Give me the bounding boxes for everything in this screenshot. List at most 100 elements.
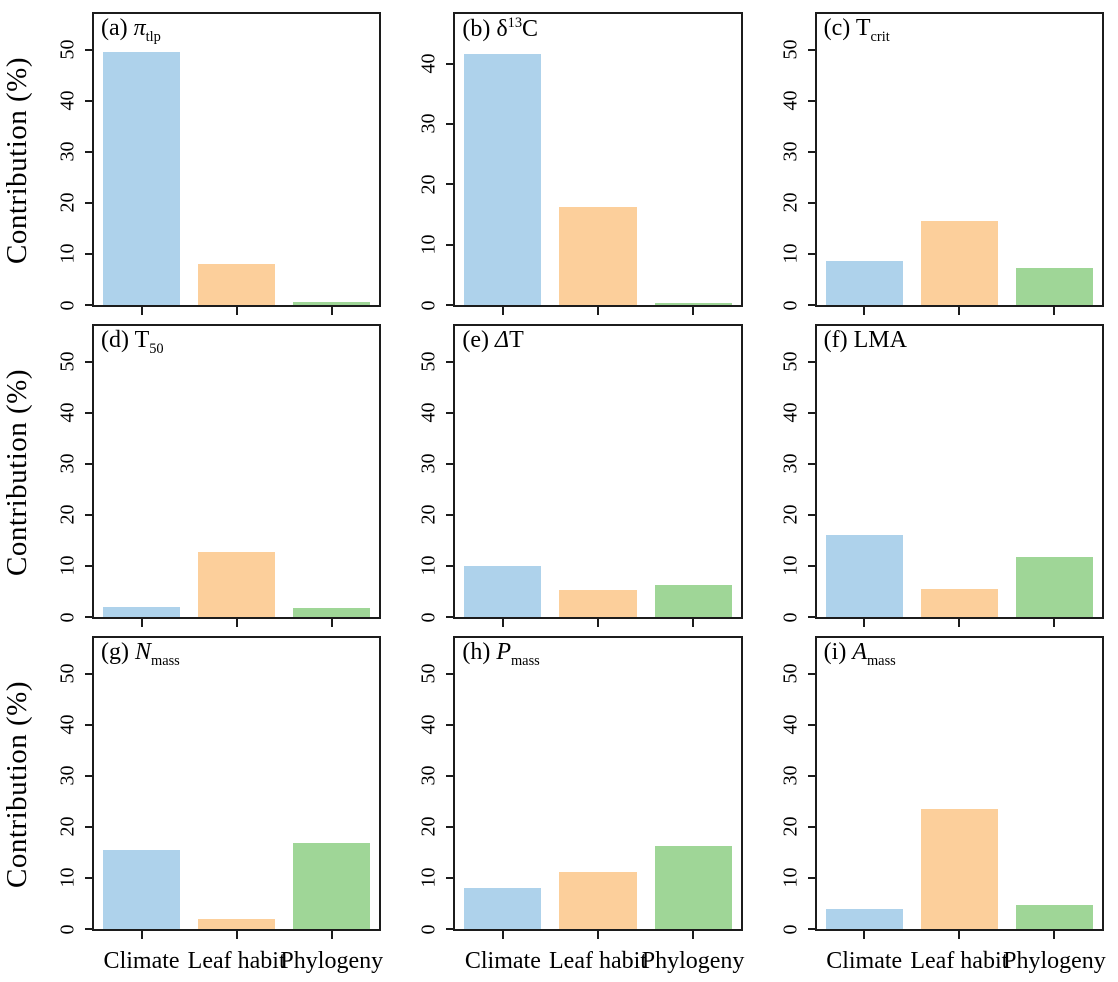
y-axis-tick-label: 10 (54, 552, 82, 580)
y-axis-tick-label: 30 (777, 762, 805, 790)
y-axis-tick (446, 774, 455, 777)
x-axis-tick (1053, 306, 1056, 315)
panel-title-part: T (509, 327, 524, 353)
y-axis-tick-label-text: 50 (779, 351, 802, 372)
panel-title-part: (g) (101, 639, 135, 665)
panel-title-part: crit (870, 28, 890, 45)
panel-title-part: N (134, 639, 151, 665)
y-axis-tick-label: 10 (415, 552, 443, 580)
bar-climate (103, 52, 181, 305)
y-axis-tick-label-text: 0 (56, 300, 79, 310)
panel-title-part: LMA (853, 327, 907, 353)
bar-leaf-habit (198, 264, 276, 305)
y-axis-tick-label-text: 0 (779, 924, 802, 934)
panel-g: (g) Nmass 0 10 20 30 40 50 Climate Leaf habit Phy… (34, 626, 395, 982)
bar-phylogeny (1015, 904, 1093, 929)
bar-leaf-habit (920, 220, 998, 305)
panel-title-part: π (133, 15, 146, 41)
y-axis-tick (807, 360, 816, 363)
x-axis-category-label: Phylogeny (641, 948, 745, 974)
y-axis-tick-label-text: 40 (417, 714, 440, 735)
y-axis-tick-label: 20 (777, 501, 805, 529)
y-axis-tick (85, 564, 93, 567)
y-axis-tick-label: 50 (54, 348, 82, 376)
x-axis-tick (596, 306, 599, 315)
panel-a-plot-area: (a) πtlp 0 10 20 30 40 50 (57, 12, 382, 315)
panel-title-part: mass (510, 652, 540, 669)
bar-phylogeny (654, 846, 732, 929)
panel-title-part: tlp (145, 28, 161, 45)
y-axis-title-row3: Contribution (%) (0, 632, 34, 937)
y-axis-tick-label-text: 0 (417, 300, 440, 310)
x-axis-tick (863, 306, 866, 315)
x-axis-tick (958, 930, 961, 939)
panel-c: (c) Tcrit 0 10 20 30 40 50 (757, 2, 1118, 315)
panel-title-part: T (855, 15, 871, 41)
y-axis-tick-label: 30 (54, 762, 82, 790)
y-axis-tick-label: 10 (777, 240, 805, 268)
y-axis-tick-label-text: 20 (417, 504, 440, 525)
y-axis-tick-label: 20 (777, 189, 805, 217)
y-axis-tick (807, 672, 816, 675)
y-axis-tick-label: 20 (777, 813, 805, 841)
y-axis-tick-label-text: 20 (56, 504, 79, 525)
panel-title-part: P (496, 639, 511, 665)
panel-h: (h) Pmass 0 10 20 30 40 50 Climate Leaf habit Phy… (395, 626, 756, 982)
y-axis-tick-label-text: 0 (56, 612, 79, 622)
y-axis-tick-label-text: 10 (56, 555, 79, 576)
bar-climate (825, 908, 903, 929)
y-axis-tick-label-text: 30 (56, 141, 79, 162)
y-axis-tick (85, 252, 93, 255)
bar-phylogeny (1015, 268, 1093, 305)
y-axis-tick (85, 150, 93, 153)
y-axis-tick (807, 513, 816, 516)
panel-d: (d) T50 0 10 20 30 40 50 (34, 314, 395, 627)
y-axis-tick-label-text: 40 (779, 402, 802, 423)
y-axis-tick-label: 0 (415, 915, 443, 943)
x-axis-tick (140, 306, 143, 315)
bar-phylogeny (654, 584, 732, 617)
y-axis-tick (85, 513, 93, 516)
y-axis-tick-label-text: 50 (779, 39, 802, 60)
figure-row-1: Contribution (%) (a) πtlp 0 10 20 30 40 50 (b)… (0, 2, 1118, 315)
y-axis-tick (85, 876, 93, 879)
y-axis-tick (85, 774, 93, 777)
x-axis-category-label: Leaf habit (910, 948, 1009, 974)
y-axis-tick (85, 99, 93, 102)
bar-phylogeny (1015, 556, 1093, 617)
y-axis-tick (807, 201, 816, 204)
y-axis-tick (807, 825, 816, 828)
y-axis-tick-label: 40 (54, 711, 82, 739)
x-axis-tick (330, 618, 333, 627)
panel-title-part: C (522, 16, 539, 42)
y-axis-title-label: Contribution (%) (0, 369, 33, 576)
panel-title-part: (c) (823, 15, 856, 41)
bar-leaf-habit (198, 551, 276, 617)
y-axis-tick (807, 616, 816, 618)
y-axis-tick-label-text: 0 (417, 924, 440, 934)
y-axis-tick (446, 304, 455, 306)
y-axis-tick (446, 360, 455, 363)
y-axis-tick-label-text: 10 (56, 243, 79, 264)
panel-title-part: 13 (507, 15, 523, 31)
y-axis-tick (85, 201, 93, 204)
y-axis-tick-label-text: 20 (56, 816, 79, 837)
y-axis-tick-label: 50 (415, 660, 443, 688)
y-axis-tick-label-text: 10 (56, 867, 79, 888)
panel-title-f: (f) LMA (824, 327, 907, 354)
y-axis-tick-label: 40 (54, 399, 82, 427)
panel-title-part: 50 (149, 340, 164, 357)
y-axis-tick (446, 723, 455, 726)
y-axis-tick (807, 48, 816, 51)
y-axis-tick-label: 10 (415, 864, 443, 892)
y-axis-tick (85, 304, 93, 306)
y-axis-tick-label: 20 (415, 170, 443, 198)
y-axis-tick-label: 30 (777, 450, 805, 478)
y-axis-tick-label-text: 20 (56, 192, 79, 213)
y-axis-tick (807, 99, 816, 102)
bar-leaf-habit (198, 918, 276, 929)
y-axis-tick-label: 20 (54, 501, 82, 529)
bar-climate (464, 565, 542, 617)
panel-title-part: (h) (462, 639, 497, 665)
x-axis-tick (692, 930, 695, 939)
